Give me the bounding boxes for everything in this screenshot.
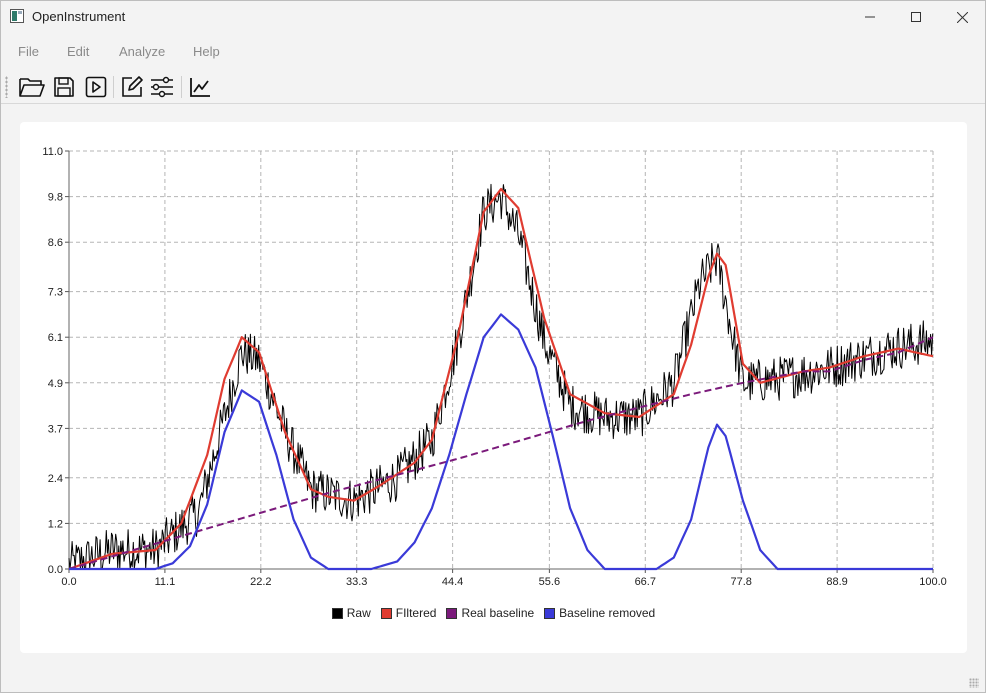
x-tick-label: 44.4 bbox=[442, 576, 463, 588]
legend-item-real-baseline[interactable]: Real baseline bbox=[446, 606, 534, 620]
resize-grip[interactable] bbox=[969, 678, 979, 688]
legend-label: Real baseline bbox=[461, 606, 535, 620]
series-line-0 bbox=[68, 183, 934, 570]
toolbar bbox=[1, 70, 985, 104]
legend-label: Raw bbox=[346, 606, 371, 620]
x-tick-label: 22.2 bbox=[250, 576, 271, 588]
series-line-3 bbox=[69, 313, 933, 571]
close-icon bbox=[956, 11, 968, 23]
y-tick-label: 3.7 bbox=[48, 423, 63, 435]
menu-analyze[interactable]: Analyze bbox=[119, 44, 166, 59]
chart-panel: 0.0 11.1 22.2 33.3 44.4 55.6 66.7 77.8 88.9 100.0… bbox=[20, 122, 967, 653]
settings-button[interactable] bbox=[149, 74, 175, 100]
toolbar-separator bbox=[181, 76, 182, 98]
y-tick-label: 6.1 bbox=[48, 332, 63, 344]
series-line-1 bbox=[68, 187, 934, 571]
y-tick-label: 2.4 bbox=[48, 473, 63, 485]
open-button[interactable] bbox=[19, 74, 45, 100]
chart-legend: Raw FIltered Real baseline Baseline remo… bbox=[20, 606, 967, 620]
x-tick-label: 77.8 bbox=[730, 576, 751, 588]
open-folder-icon bbox=[19, 78, 45, 97]
y-tick-label: 1.2 bbox=[48, 518, 63, 530]
x-tick-label: 88.9 bbox=[826, 576, 847, 588]
legend-swatch bbox=[380, 607, 392, 619]
x-tick-label: 33.3 bbox=[346, 576, 367, 588]
legend-swatch bbox=[446, 607, 458, 619]
line-chart: 0.0 11.1 22.2 33.3 44.4 55.6 66.7 77.8 88.9 100.0… bbox=[42, 146, 946, 588]
y-tick-label: 0.0 bbox=[48, 564, 63, 576]
legend-swatch bbox=[544, 607, 556, 619]
toolbar-separator bbox=[113, 76, 114, 98]
minimize-button[interactable] bbox=[847, 1, 893, 33]
toolbar-grip[interactable] bbox=[5, 76, 8, 98]
y-tick-label: 11.0 bbox=[42, 146, 63, 158]
menu-bar: File Edit Analyze Help bbox=[1, 39, 985, 65]
x-tick-label: 66.7 bbox=[635, 576, 656, 588]
y-tick-label: 9.8 bbox=[48, 192, 63, 204]
edit-icon bbox=[122, 76, 143, 97]
close-button[interactable] bbox=[939, 1, 985, 33]
maximize-icon bbox=[911, 12, 921, 22]
x-tick-label: 11.1 bbox=[155, 576, 176, 588]
y-tick-label: 7.3 bbox=[48, 287, 63, 299]
x-tick-label: 100.0 bbox=[919, 576, 947, 588]
app-icon bbox=[10, 9, 24, 23]
legend-item-raw[interactable]: Raw bbox=[331, 606, 371, 620]
y-tick-label: 4.9 bbox=[48, 378, 63, 390]
legend-item-filtered[interactable]: FIltered bbox=[380, 606, 437, 620]
legend-label: Baseline removed bbox=[559, 606, 656, 620]
settings-sliders-icon bbox=[151, 76, 173, 98]
chart-button[interactable] bbox=[187, 74, 213, 100]
legend-swatch bbox=[331, 607, 343, 619]
menu-help[interactable]: Help bbox=[193, 44, 220, 59]
chart-series bbox=[68, 183, 934, 571]
run-icon bbox=[85, 76, 107, 98]
minimize-icon bbox=[865, 16, 875, 18]
window-title: OpenInstrument bbox=[32, 9, 126, 24]
legend-item-baseline-removed[interactable]: Baseline removed bbox=[544, 606, 655, 620]
title-bar: OpenInstrument bbox=[1, 1, 985, 33]
y-tick-label: 8.6 bbox=[48, 237, 63, 249]
x-tick-label: 55.6 bbox=[539, 576, 560, 588]
maximize-button[interactable] bbox=[893, 1, 939, 33]
edit-button[interactable] bbox=[119, 74, 145, 100]
menu-edit[interactable]: Edit bbox=[67, 44, 90, 59]
menu-file[interactable]: File bbox=[18, 44, 39, 59]
series-line-2 bbox=[68, 336, 934, 570]
legend-label: FIltered bbox=[395, 606, 437, 620]
chart-icon bbox=[190, 78, 210, 97]
chart-axes: 0.0 11.1 22.2 33.3 44.4 55.6 66.7 77.8 88.9 100.0… bbox=[42, 146, 946, 588]
run-button[interactable] bbox=[83, 74, 109, 100]
save-button[interactable] bbox=[51, 74, 77, 100]
save-icon bbox=[54, 77, 74, 97]
x-tick-label: 0.0 bbox=[61, 576, 76, 588]
